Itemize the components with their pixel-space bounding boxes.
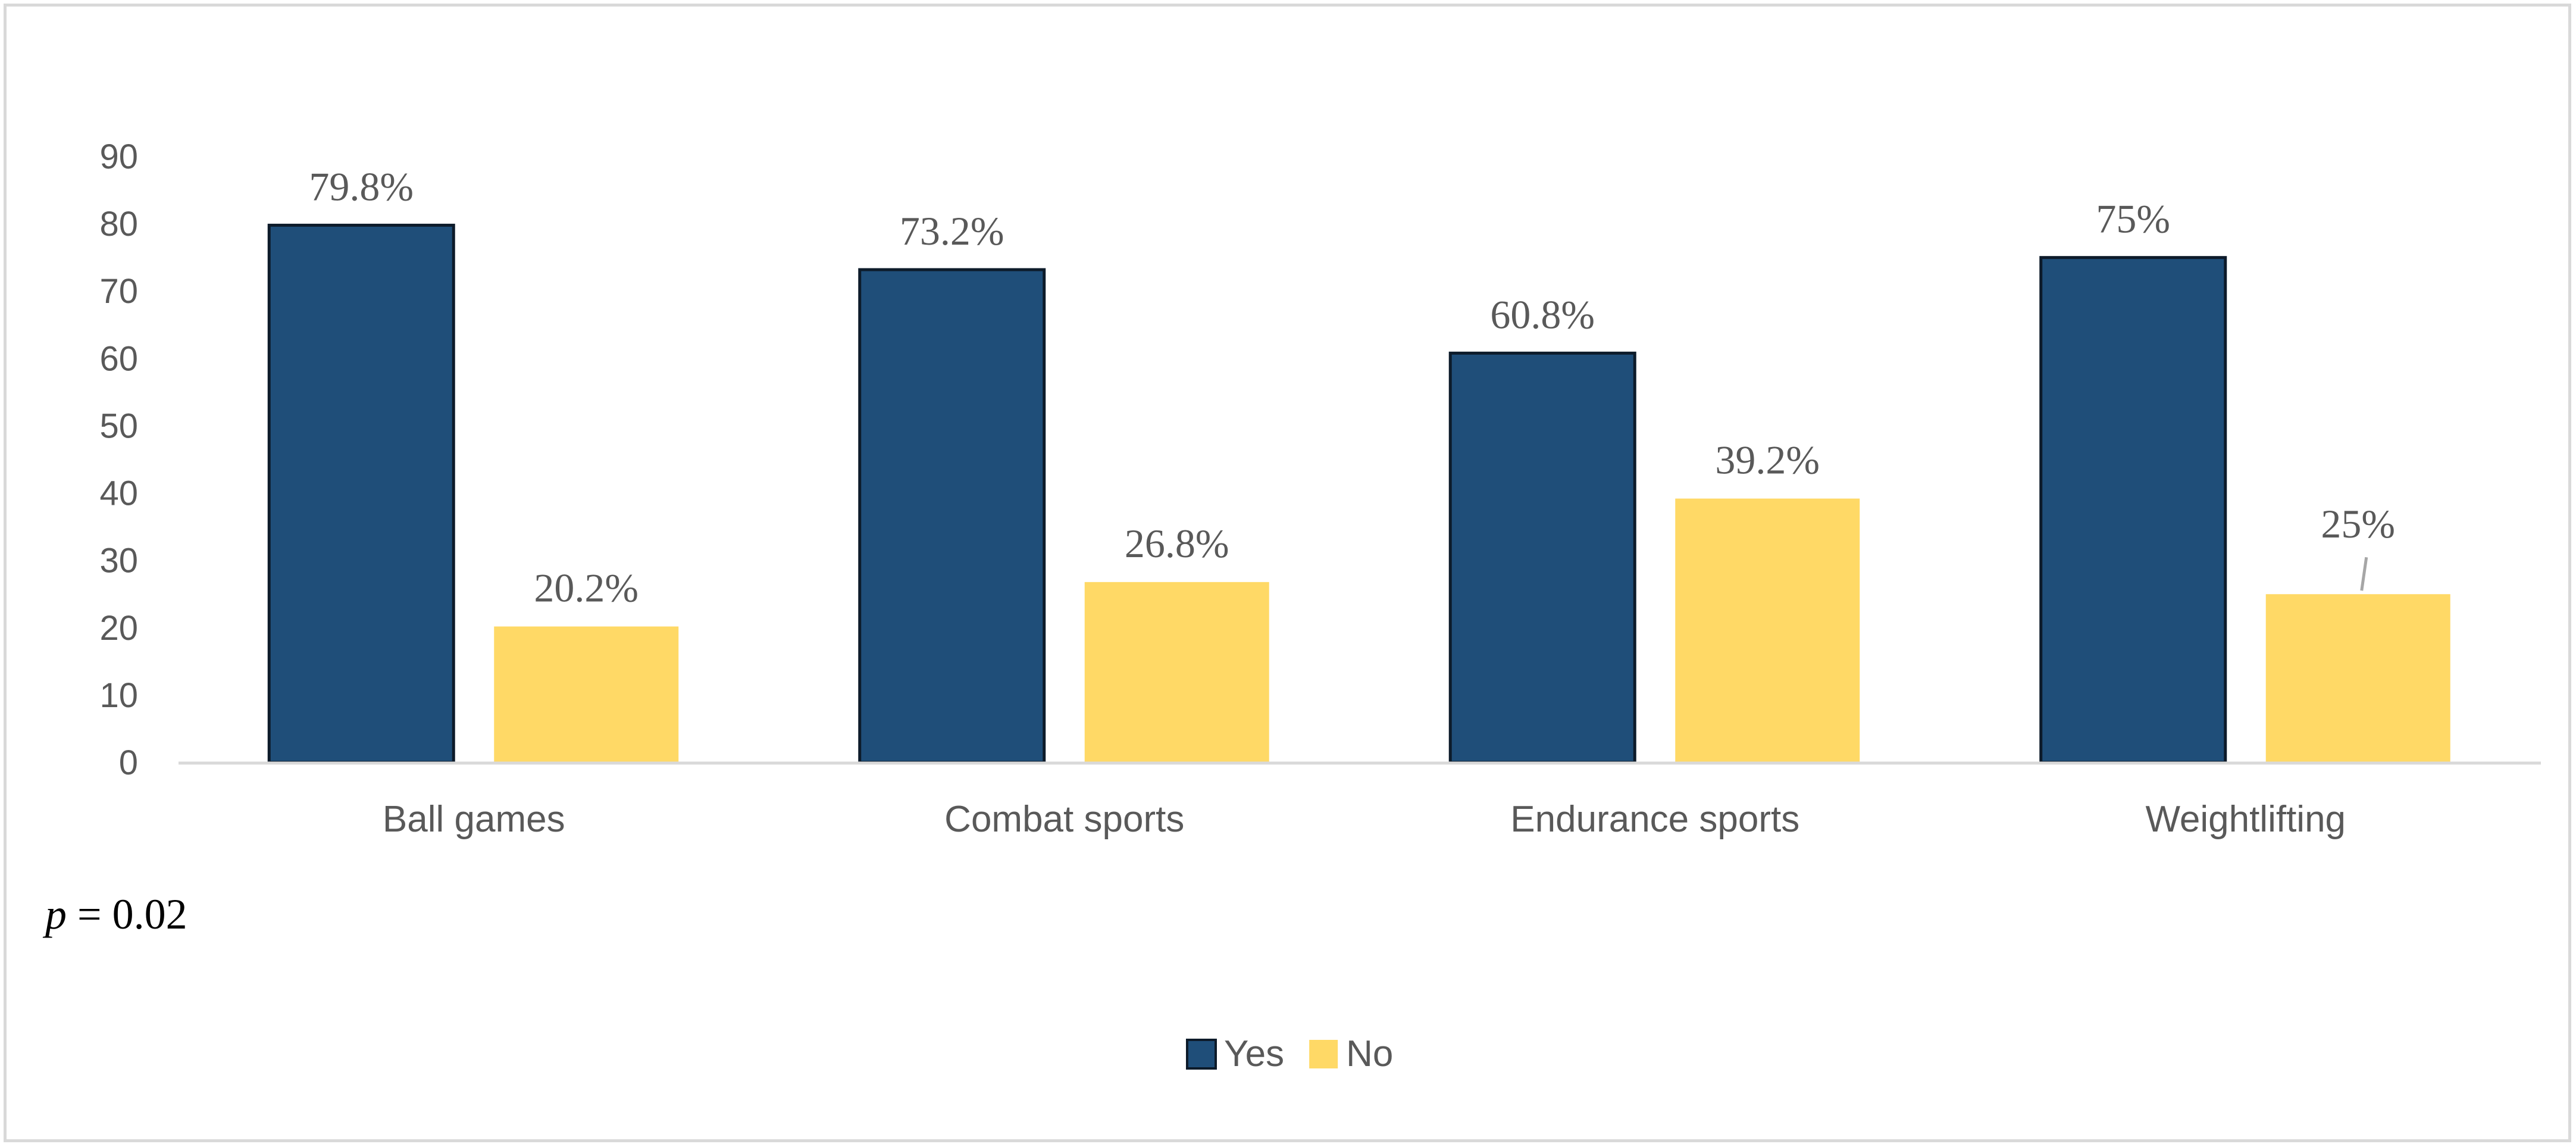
y-tick-label: 60	[99, 339, 138, 378]
bar-no	[1084, 582, 1269, 762]
bar-yes	[267, 223, 455, 764]
y-tick-label: 30	[99, 542, 138, 580]
p-symbol: p	[45, 890, 67, 938]
bar-yes	[2039, 256, 2227, 764]
legend-label-yes: Yes	[1224, 1033, 1284, 1074]
bar-no	[2265, 594, 2450, 762]
bar-yes	[858, 268, 1046, 764]
legend-label-no: No	[1346, 1033, 1393, 1074]
data-label-yes: 60.8%	[1490, 292, 1595, 337]
data-label-yes: 79.8%	[309, 164, 414, 209]
category-label: Weightlifting	[2145, 799, 2346, 840]
y-tick-label: 90	[99, 137, 138, 176]
y-tick-label: 0	[119, 743, 138, 782]
y-axis-ticks: 0 10 20 30 40 50 60 70 80 90	[99, 137, 138, 782]
data-label-no: 25%	[2321, 501, 2395, 546]
data-label-yes: 73.2%	[900, 208, 1004, 254]
legend: Yes No	[1186, 1033, 1393, 1074]
category-label: Ball games	[383, 799, 565, 840]
y-tick-label: 40	[99, 474, 138, 513]
data-label-no: 20.2%	[534, 565, 638, 611]
y-tick-label: 20	[99, 609, 138, 648]
bar-no	[494, 626, 679, 762]
data-label-no: 26.8%	[1125, 521, 1229, 566]
bar-no	[1675, 498, 1860, 762]
y-tick-label: 50	[99, 407, 138, 445]
p-value-annotation: p = 0.02	[45, 890, 187, 939]
data-label-yes: 75%	[2096, 196, 2170, 242]
bar-yes	[1448, 351, 1636, 764]
data-labels: 79.8% 20.2% 73.2% 26.8% 60.8% 39.2% 75% 25%	[309, 164, 2395, 610]
p-value-text: = 0.02	[67, 890, 187, 938]
y-tick-label: 10	[99, 676, 138, 715]
category-label: Endurance sports	[1510, 799, 1799, 840]
data-label-no: 39.2%	[1715, 437, 1820, 483]
legend-swatch-yes	[1186, 1039, 1217, 1070]
bars	[267, 223, 2450, 764]
legend-swatch-no	[1309, 1040, 1338, 1068]
y-tick-label: 80	[99, 205, 138, 243]
label-leader-line	[2360, 557, 2368, 591]
category-label: Combat sports	[944, 799, 1184, 840]
category-labels: Ball games Combat sports Endurance sports W…	[383, 799, 2346, 840]
y-tick-label: 70	[99, 272, 138, 311]
